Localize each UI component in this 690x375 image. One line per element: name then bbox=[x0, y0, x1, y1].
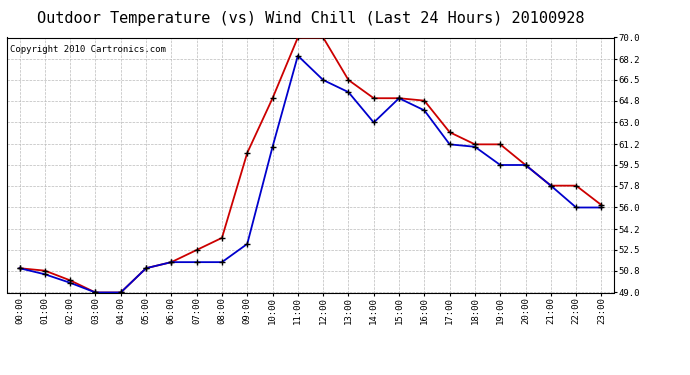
Text: Outdoor Temperature (vs) Wind Chill (Last 24 Hours) 20100928: Outdoor Temperature (vs) Wind Chill (Las… bbox=[37, 11, 584, 26]
Text: Copyright 2010 Cartronics.com: Copyright 2010 Cartronics.com bbox=[10, 45, 166, 54]
